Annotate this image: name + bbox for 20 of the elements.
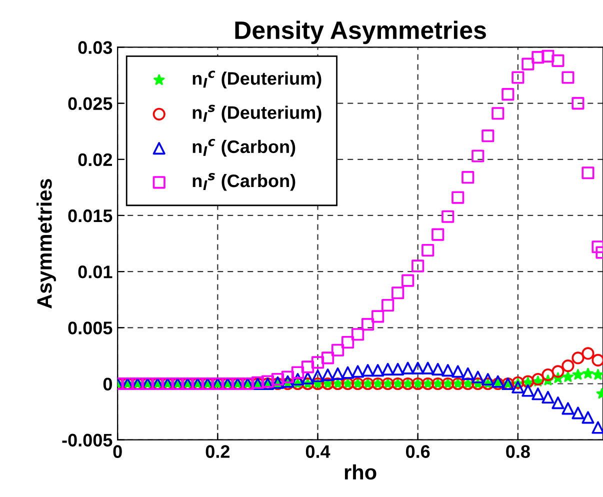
y-tick-label: 0.02: [78, 153, 112, 166]
x-tick-label: 0.2: [206, 445, 230, 458]
y-axis-title: Asymmetries: [36, 178, 56, 308]
y-tick-label: 0.005: [68, 322, 112, 334]
legend-label: n$_{l}$$^{s}$ (Deuterium): [192, 104, 322, 123]
legend-label: n$_{l}$$^{c}$ (Deuterium): [192, 70, 322, 88]
x-tick-label: 0: [113, 445, 122, 458]
y-tick-label: 0.03: [78, 41, 112, 54]
chart-title: Density Asymmetries: [235, 20, 486, 44]
y-tick-label: 0.01: [78, 266, 112, 278]
y-tick-label: 0: [103, 378, 112, 390]
y-tick-label: 0.015: [68, 209, 112, 222]
y-tick-label: -0.005: [62, 434, 112, 447]
y-tick-label: 0.025: [68, 97, 112, 110]
x-tick-label: 0.8: [506, 445, 530, 458]
x-tick-label: 0.6: [406, 445, 430, 458]
legend-label: n$_{l}$$^{s}$ (Carbon): [192, 173, 296, 191]
x-tick-label: 0.4: [306, 445, 330, 458]
x-axis-title: rho: [344, 464, 376, 480]
legend-label: n$_{l}$$^{c}$ (Carbon): [192, 138, 296, 157]
